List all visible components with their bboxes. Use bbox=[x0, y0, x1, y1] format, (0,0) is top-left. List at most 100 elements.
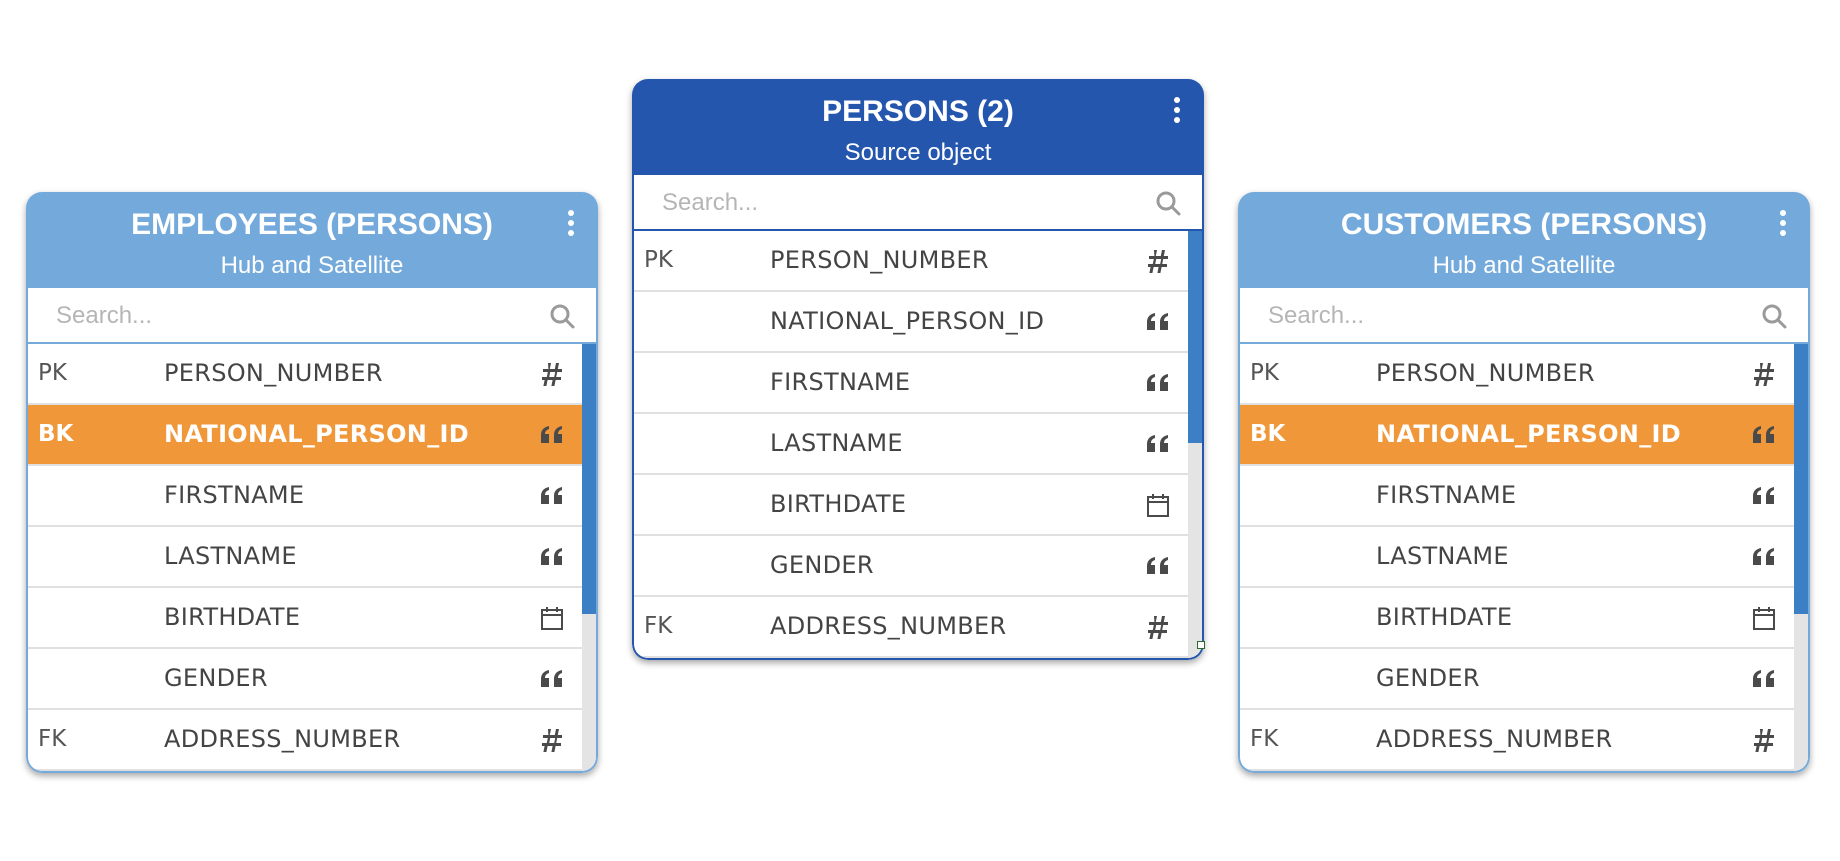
card-subtitle: Hub and Satellite bbox=[1432, 252, 1616, 279]
hash-icon bbox=[542, 363, 562, 386]
calendar-icon bbox=[1753, 607, 1775, 630]
search-input[interactable]: Search... bbox=[662, 189, 759, 216]
column-name: LASTNAME bbox=[770, 429, 903, 457]
table-row[interactable]: BK NATIONAL_PERSON_ID bbox=[28, 405, 582, 466]
quote-icon bbox=[541, 426, 562, 443]
entity-card-persons[interactable]: PERSONS (2) Source object Search... PK P… bbox=[632, 79, 1204, 660]
search-icon[interactable] bbox=[1760, 302, 1788, 330]
table-row[interactable]: LASTNAME bbox=[28, 527, 582, 588]
column-name: NATIONAL_PERSON_ID bbox=[164, 420, 469, 448]
table-row[interactable]: FK ADDRESS_NUMBER bbox=[1240, 710, 1794, 771]
search-box[interactable]: Search... bbox=[26, 288, 598, 344]
quote-icon bbox=[1753, 426, 1774, 443]
card-subtitle: Source object bbox=[844, 139, 992, 166]
column-name: BIRTHDATE bbox=[770, 490, 907, 518]
hash-icon bbox=[1148, 616, 1168, 639]
card-header: EMPLOYEES (PERSONS) Hub and Satellite bbox=[26, 192, 598, 288]
quote-icon bbox=[1753, 670, 1774, 687]
more-menu-icon[interactable] bbox=[1778, 210, 1788, 240]
card-header: CUSTOMERS (PERSONS) Hub and Satellite bbox=[1238, 192, 1810, 288]
resize-handle[interactable] bbox=[1197, 641, 1205, 649]
column-list: PK PERSON_NUMBER NATIONAL_PERSON_ID FIRS… bbox=[632, 231, 1204, 660]
search-icon[interactable] bbox=[548, 302, 576, 330]
hash-icon bbox=[542, 729, 562, 752]
table-row[interactable]: LASTNAME bbox=[1240, 527, 1794, 588]
more-menu-icon[interactable] bbox=[566, 210, 576, 240]
card-subtitle: Hub and Satellite bbox=[220, 252, 404, 279]
key-badge: BK bbox=[38, 421, 74, 447]
card-title: CUSTOMERS (PERSONS) bbox=[1340, 208, 1708, 241]
key-badge: PK bbox=[1250, 360, 1279, 386]
entity-card-customers[interactable]: CUSTOMERS (PERSONS) Hub and Satellite Se… bbox=[1238, 192, 1810, 773]
scrollbar[interactable] bbox=[1794, 344, 1808, 771]
quote-icon bbox=[1147, 557, 1168, 574]
column-name: PERSON_NUMBER bbox=[770, 246, 989, 274]
table-row[interactable]: NATIONAL_PERSON_ID bbox=[634, 292, 1188, 353]
table-row[interactable]: PK PERSON_NUMBER bbox=[634, 231, 1188, 292]
table-row[interactable]: PK PERSON_NUMBER bbox=[28, 344, 582, 405]
scrollbar[interactable] bbox=[1188, 231, 1202, 658]
quote-icon bbox=[1147, 313, 1168, 330]
table-row[interactable]: GENDER bbox=[634, 536, 1188, 597]
hash-icon bbox=[1754, 363, 1774, 386]
quote-icon bbox=[1753, 548, 1774, 565]
column-name: FIRSTNAME bbox=[770, 368, 911, 396]
hash-icon bbox=[1754, 729, 1774, 752]
card-header: PERSONS (2) Source object bbox=[632, 79, 1204, 175]
key-badge: FK bbox=[38, 726, 67, 752]
quote-icon bbox=[1147, 374, 1168, 391]
search-input[interactable]: Search... bbox=[1268, 302, 1365, 329]
key-badge: PK bbox=[644, 247, 673, 273]
scrollbar[interactable] bbox=[582, 344, 596, 771]
column-name: ADDRESS_NUMBER bbox=[1376, 725, 1613, 753]
column-list: PK PERSON_NUMBER BK NATIONAL_PERSON_ID F… bbox=[26, 344, 598, 773]
quote-icon bbox=[541, 487, 562, 504]
search-input[interactable]: Search... bbox=[56, 302, 153, 329]
table-row[interactable]: GENDER bbox=[28, 649, 582, 710]
column-name: PERSON_NUMBER bbox=[1376, 359, 1595, 387]
table-row[interactable]: FIRSTNAME bbox=[28, 466, 582, 527]
column-name: GENDER bbox=[164, 664, 268, 692]
table-row[interactable]: GENDER bbox=[1240, 649, 1794, 710]
column-name: GENDER bbox=[1376, 664, 1480, 692]
search-icon[interactable] bbox=[1154, 189, 1182, 217]
table-row[interactable]: FIRSTNAME bbox=[1240, 466, 1794, 527]
column-list: PK PERSON_NUMBER BK NATIONAL_PERSON_ID F… bbox=[1238, 344, 1810, 773]
more-menu-icon[interactable] bbox=[1172, 97, 1182, 127]
column-name: NATIONAL_PERSON_ID bbox=[1376, 420, 1681, 448]
table-row[interactable]: LASTNAME bbox=[634, 414, 1188, 475]
quote-icon bbox=[541, 548, 562, 565]
table-row[interactable]: BK NATIONAL_PERSON_ID bbox=[1240, 405, 1794, 466]
scrollbar-thumb[interactable] bbox=[582, 344, 596, 614]
column-name: LASTNAME bbox=[1376, 542, 1509, 570]
key-badge: FK bbox=[644, 613, 673, 639]
column-name: BIRTHDATE bbox=[164, 603, 301, 631]
entity-card-employees[interactable]: EMPLOYEES (PERSONS) Hub and Satellite Se… bbox=[26, 192, 598, 773]
table-row[interactable]: FK ADDRESS_NUMBER bbox=[28, 710, 582, 771]
table-row[interactable]: FIRSTNAME bbox=[634, 353, 1188, 414]
table-row[interactable]: PK PERSON_NUMBER bbox=[1240, 344, 1794, 405]
column-name: FIRSTNAME bbox=[1376, 481, 1517, 509]
key-badge: PK bbox=[38, 360, 67, 386]
table-row[interactable]: FK ADDRESS_NUMBER bbox=[634, 597, 1188, 658]
calendar-icon bbox=[1147, 494, 1169, 517]
card-title: PERSONS (2) bbox=[822, 95, 1014, 128]
quote-icon bbox=[1753, 487, 1774, 504]
column-name: NATIONAL_PERSON_ID bbox=[770, 307, 1045, 335]
column-name: PERSON_NUMBER bbox=[164, 359, 383, 387]
hash-icon bbox=[1148, 250, 1168, 273]
calendar-icon bbox=[541, 607, 563, 630]
scrollbar-thumb[interactable] bbox=[1188, 231, 1202, 443]
search-box[interactable]: Search... bbox=[632, 175, 1204, 231]
column-name: FIRSTNAME bbox=[164, 481, 305, 509]
table-row[interactable]: BIRTHDATE bbox=[1240, 588, 1794, 649]
scrollbar-thumb[interactable] bbox=[1794, 344, 1808, 614]
table-row[interactable]: BIRTHDATE bbox=[28, 588, 582, 649]
table-row[interactable]: BIRTHDATE bbox=[634, 475, 1188, 536]
search-box[interactable]: Search... bbox=[1238, 288, 1810, 344]
card-title: EMPLOYEES (PERSONS) bbox=[131, 208, 493, 241]
quote-icon bbox=[1147, 435, 1168, 452]
quote-icon bbox=[541, 670, 562, 687]
key-badge: FK bbox=[1250, 726, 1279, 752]
column-name: BIRTHDATE bbox=[1376, 603, 1513, 631]
